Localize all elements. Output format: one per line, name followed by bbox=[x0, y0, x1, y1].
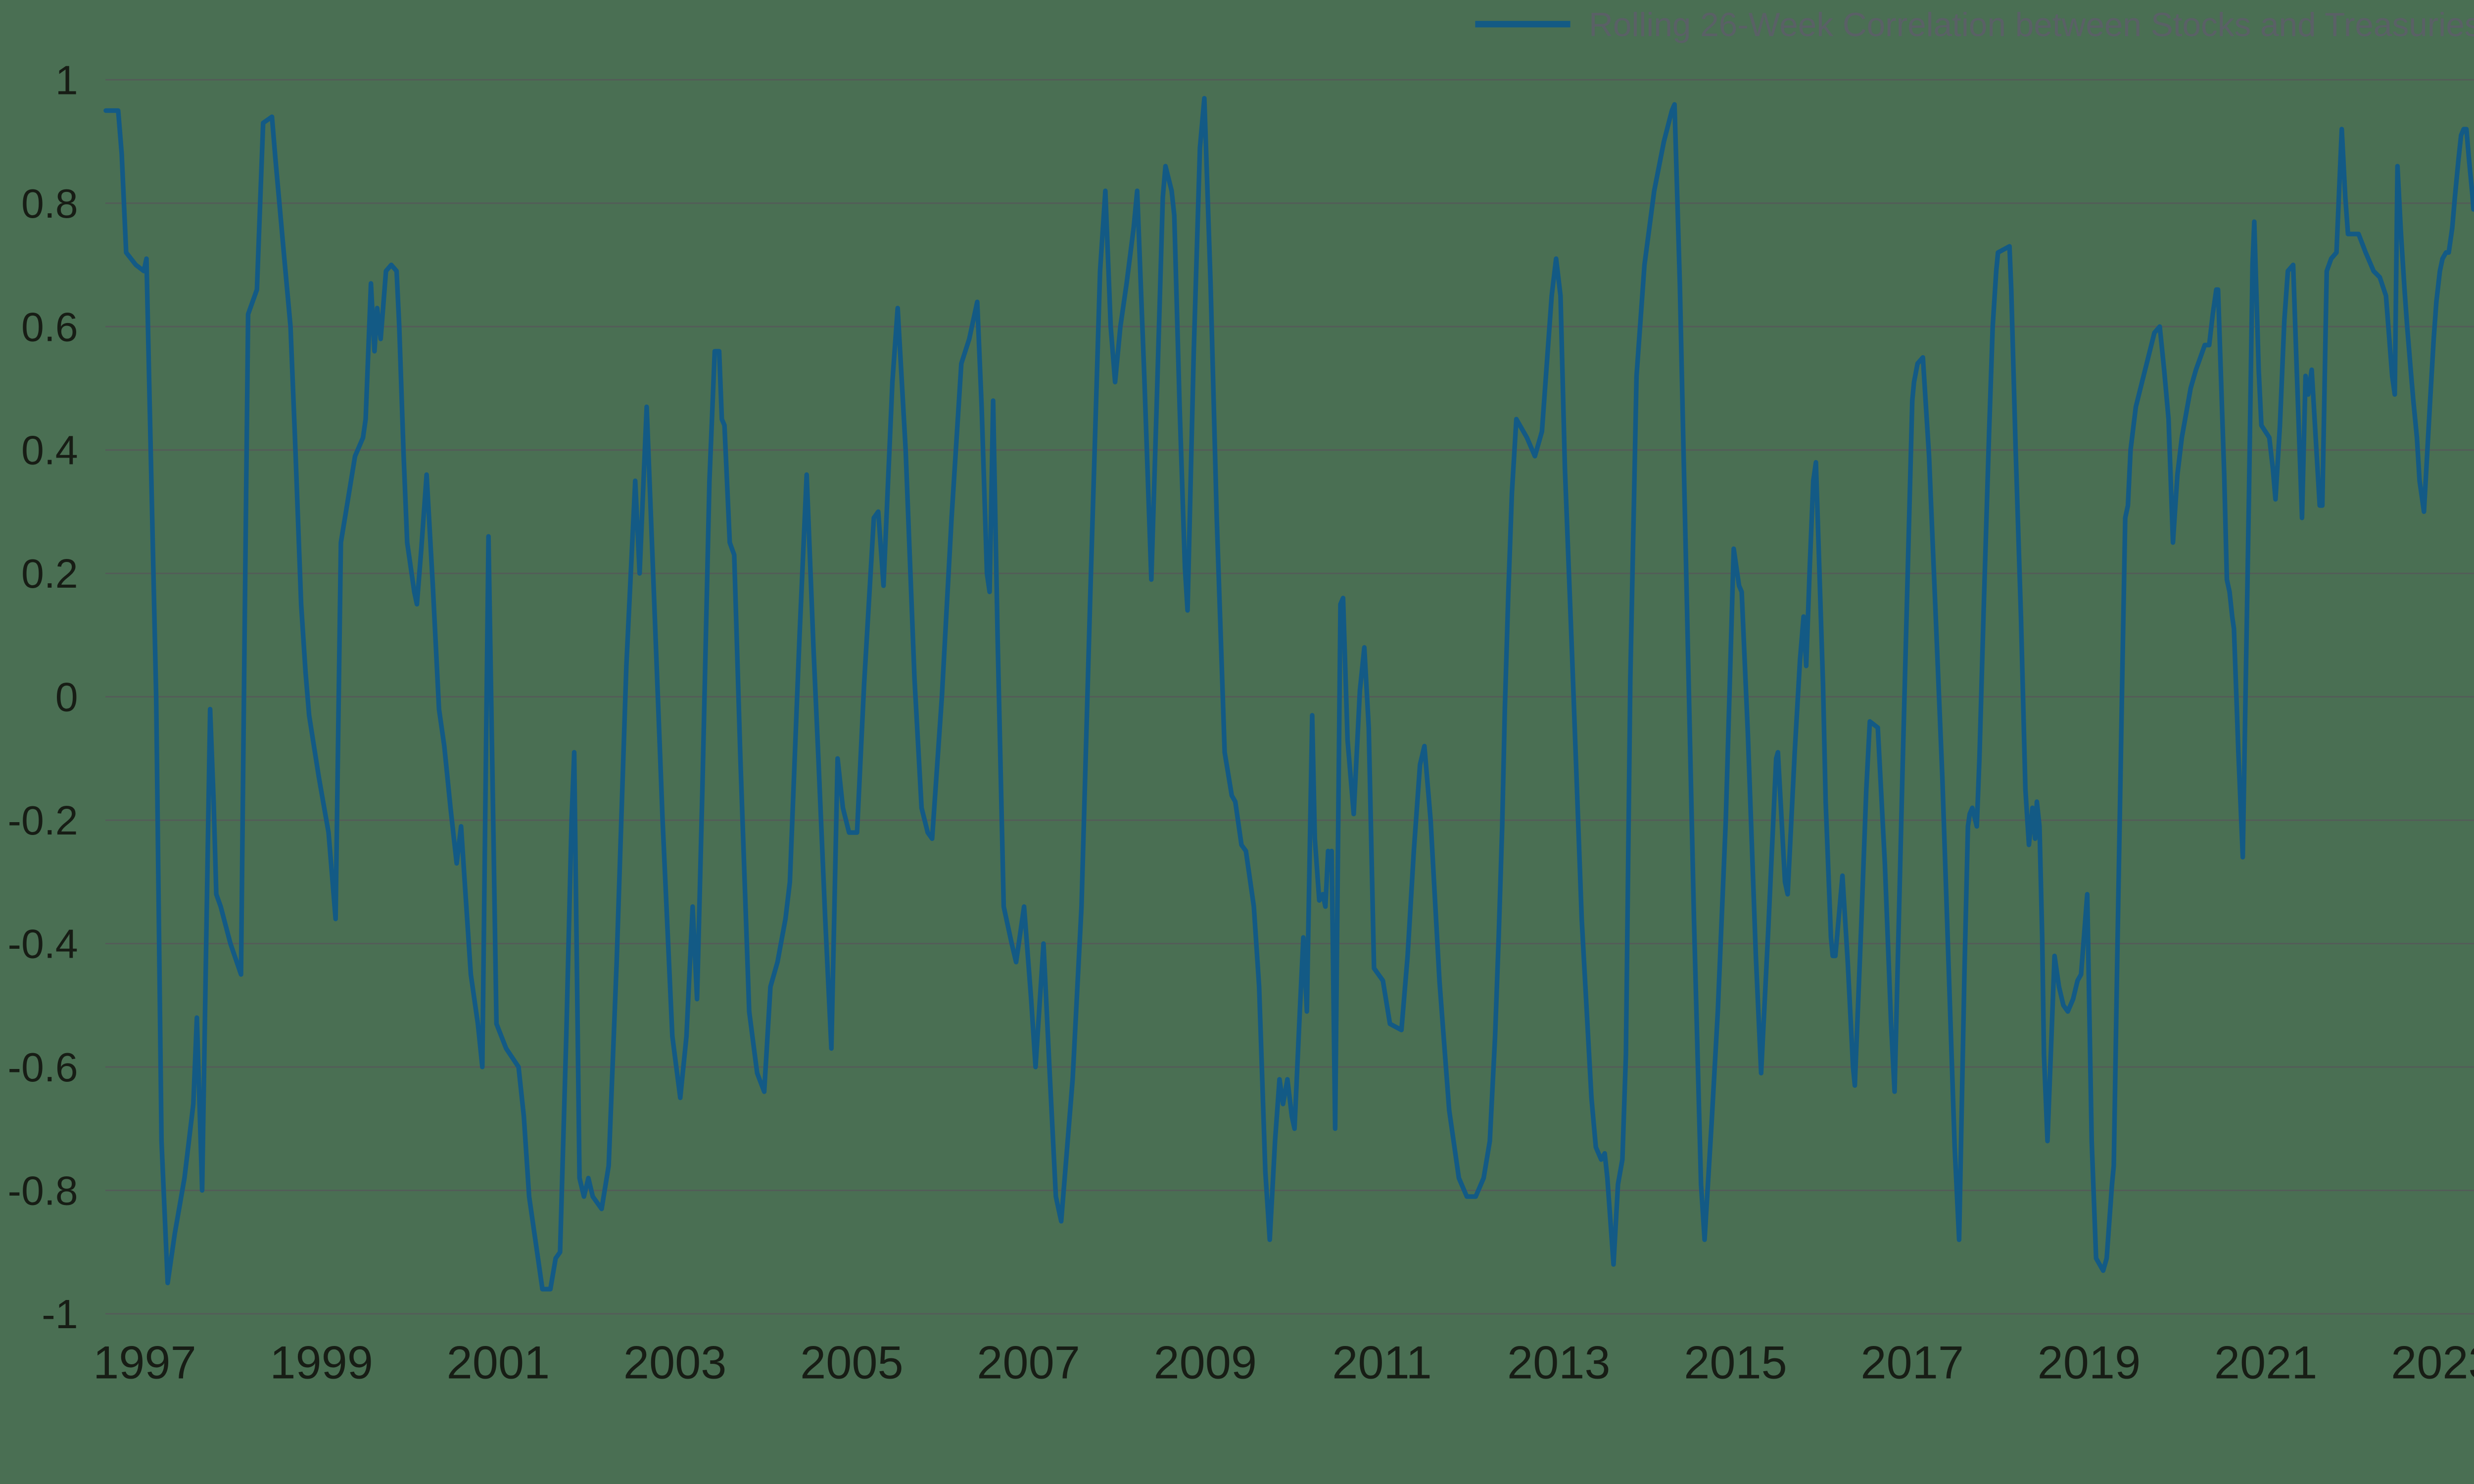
x-tick-label: 2005 bbox=[800, 1336, 904, 1388]
x-tick-label: 2017 bbox=[1860, 1336, 1964, 1388]
y-tick-label: 0.4 bbox=[21, 428, 78, 473]
y-tick-label: 0 bbox=[55, 675, 78, 720]
x-tick-label: 2015 bbox=[1684, 1336, 1787, 1388]
chart-canvas: 1 0.8 0.6 0.4 0.2 0 -0.2 -0.4 -0.6 -0.8 -1 1997 199… bbox=[0, 0, 2474, 1391]
x-axis-tick-labels: 1997 1999 2001 2003 2005 2007 2009 2011 2013 2015… bbox=[93, 1336, 2474, 1388]
legend: Rolling 26-Week Correlation between Stoc… bbox=[1475, 6, 2474, 44]
y-tick-label: -0.4 bbox=[7, 922, 78, 967]
y-tick-label: -0.6 bbox=[7, 1045, 78, 1090]
x-tick-label: 1999 bbox=[270, 1336, 373, 1388]
y-tick-label: -0.2 bbox=[7, 798, 78, 843]
x-tick-label: 2023 bbox=[2391, 1336, 2474, 1388]
y-tick-label: 0.6 bbox=[21, 304, 78, 350]
x-tick-label: 2021 bbox=[2214, 1336, 2318, 1388]
x-tick-label: 1997 bbox=[93, 1336, 196, 1388]
y-tick-label: 0.8 bbox=[21, 181, 78, 227]
y-tick-label: 0.2 bbox=[21, 551, 78, 597]
y-tick-label: -0.8 bbox=[7, 1168, 78, 1214]
x-tick-label: 2003 bbox=[623, 1336, 727, 1388]
chart-background bbox=[0, 0, 2474, 1391]
legend-label: Rolling 26-Week Correlation between Stoc… bbox=[1589, 6, 2474, 44]
gridlines bbox=[105, 79, 2474, 1315]
y-tick-label: -1 bbox=[42, 1292, 78, 1337]
y-tick-label: 1 bbox=[55, 57, 78, 103]
x-tick-label: 2007 bbox=[977, 1336, 1080, 1388]
series-line bbox=[103, 95, 2474, 1292]
correlation-chart: 10.80.60.40.20-0.2-0.4-0.6-0.8-1 1997 199… bbox=[0, 0, 2474, 1391]
x-tick-label: 2013 bbox=[1507, 1336, 1611, 1388]
x-tick-label: 2011 bbox=[1332, 1336, 1432, 1388]
x-tick-label: 2001 bbox=[447, 1336, 550, 1388]
x-tick-label: 2009 bbox=[1154, 1336, 1257, 1388]
y-axis-tick-labels: 1 0.8 0.6 0.4 0.2 0 -0.2 -0.4 -0.6 -0.8 -1 bbox=[7, 57, 78, 1337]
series-group bbox=[103, 95, 2474, 1292]
x-tick-label: 2019 bbox=[2038, 1336, 2141, 1388]
